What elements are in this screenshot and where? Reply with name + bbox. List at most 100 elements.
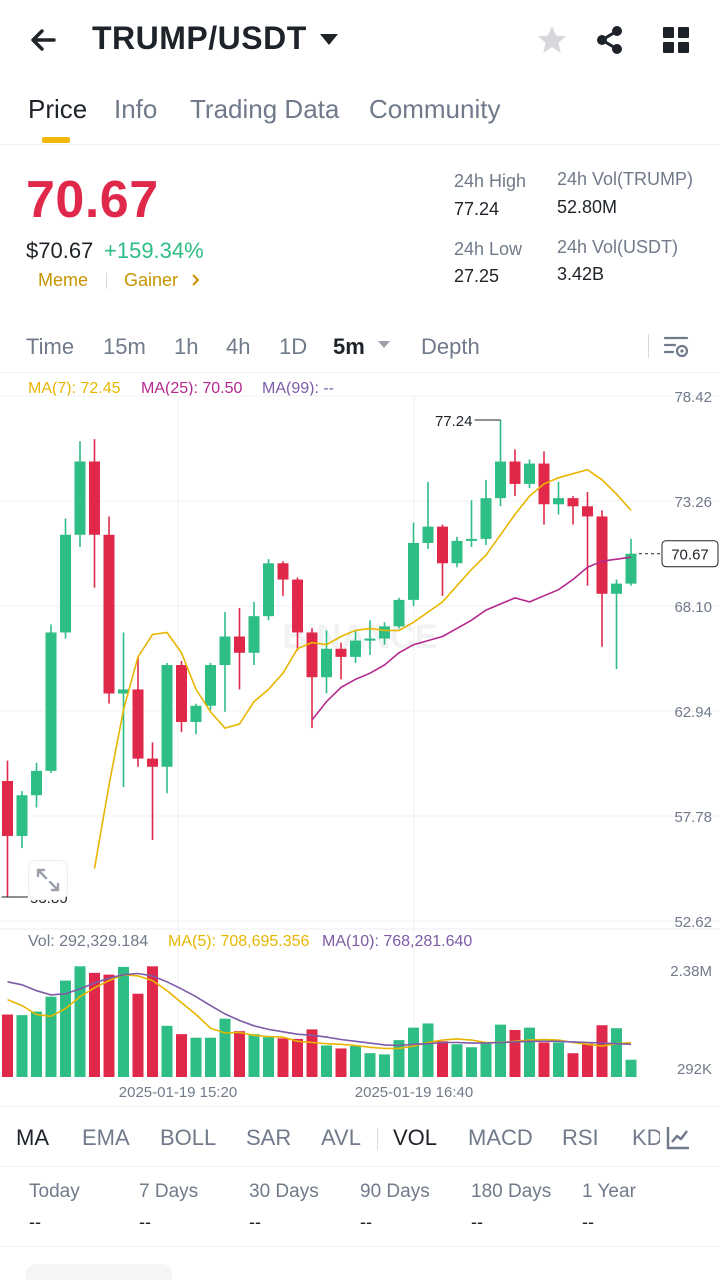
volume-bar [553, 1042, 564, 1077]
fullscreen-button[interactable] [28, 860, 68, 900]
candle-body [263, 563, 274, 617]
tab-info[interactable]: Info [114, 94, 158, 124]
indicator-vol[interactable]: VOL [393, 1125, 438, 1150]
indicator-ema[interactable]: EMA [82, 1125, 130, 1150]
volume-bar [132, 993, 144, 1077]
volume-bar [538, 1042, 550, 1077]
share-button[interactable] [592, 22, 628, 58]
period-30d-label: 30 Days [249, 1181, 319, 1202]
volume-bar [596, 1025, 608, 1077]
tag-gainer[interactable]: Gainer [124, 270, 203, 291]
volume-legend: Vol: 292,329.184 [28, 933, 149, 950]
volume-bar [219, 1018, 231, 1077]
divider [0, 1166, 720, 1167]
indicator-rsi[interactable]: RSI [562, 1125, 599, 1150]
ma99-legend: MA(99): -- [262, 380, 334, 397]
candle-body [306, 632, 318, 678]
vol-quote-value: 3.42B [557, 264, 605, 284]
period-today-value: -- [29, 1212, 41, 1232]
candlestick-chart[interactable]: BINANCE78.4273.2668.1062.9457.7852.6270.… [0, 372, 720, 1102]
interval-1d[interactable]: 1D [279, 334, 308, 359]
volume-bar [509, 1029, 521, 1077]
candle-body [89, 461, 100, 535]
candle-body [393, 599, 405, 627]
tag-meme[interactable]: Meme [38, 270, 89, 290]
chart-settings-button[interactable] [662, 334, 692, 360]
star-icon [538, 26, 566, 53]
candle-body [495, 461, 506, 499]
volume-bar [480, 1043, 492, 1077]
candle-body [60, 534, 71, 633]
volume-bar [379, 1054, 390, 1077]
candle-body [74, 461, 86, 535]
volume-bar [118, 966, 129, 1077]
interval-1h[interactable]: 1h [174, 334, 199, 359]
interval-4h[interactable]: 4h [226, 334, 251, 359]
favorite-button[interactable] [534, 22, 570, 58]
candle-body [350, 640, 361, 657]
candle-body [219, 636, 231, 666]
pair-dropdown-button[interactable] [318, 30, 340, 50]
candle-body [118, 689, 129, 694]
interval-depth[interactable]: Depth [421, 334, 480, 359]
volume-bar [495, 1024, 506, 1077]
ma25-legend: MA(25): 70.50 [141, 380, 243, 397]
indicator-separator [377, 1128, 378, 1150]
last-price: 70.67 [26, 171, 159, 229]
volume-bar [306, 1029, 318, 1077]
tab-price[interactable]: Price [28, 94, 88, 124]
volume-bar [350, 1046, 361, 1077]
volume-bar [103, 974, 115, 1077]
volume-bar [60, 980, 71, 1077]
indicator-kd[interactable]: KD [632, 1125, 660, 1150]
tab-community[interactable]: Community [369, 94, 501, 124]
apps-grid-button[interactable] [658, 22, 694, 58]
x-axis-label: 2025-01-19 15:20 [119, 1084, 237, 1101]
interval-5m[interactable]: 5m [333, 334, 391, 360]
vol-ma5-legend: MA(5): 708,695.356 [168, 933, 310, 950]
volume-bar [277, 1038, 289, 1077]
indicator-ma[interactable]: MA [16, 1125, 49, 1150]
indicator-avl[interactable]: AVL [321, 1125, 361, 1150]
candle-body [582, 506, 593, 517]
bottom-placeholder [26, 1264, 172, 1280]
candle-body [364, 638, 376, 641]
back-button[interactable] [24, 20, 68, 64]
low-24h-value: 27.25 [454, 266, 500, 286]
vol-ma10-line [7, 972, 632, 1047]
caret-down-icon [320, 34, 338, 45]
period-90d-label: 90 Days [360, 1181, 430, 1202]
indicator-macd[interactable]: MACD [468, 1125, 533, 1150]
indicator-boll[interactable]: BOLL [160, 1125, 217, 1150]
divider [0, 1106, 720, 1107]
candle-body [625, 553, 637, 584]
chart-settings-icon [663, 336, 689, 358]
volume-bar [466, 1047, 477, 1077]
ma7-line [93, 468, 632, 869]
expand-icon [36, 868, 60, 892]
high-24h-label: 24h High [454, 171, 527, 191]
ma7-legend: MA(7): 72.45 [28, 380, 121, 397]
candle-body [524, 463, 535, 484]
volume-bar [205, 1037, 216, 1077]
candle-body [277, 563, 289, 580]
tab-trading-data[interactable]: Trading Data [190, 94, 340, 124]
volume-axis-label: 292K [677, 1061, 712, 1078]
high-marker-label: 77.24 [435, 413, 473, 430]
y-axis-label: 73.26 [674, 494, 712, 511]
y-axis-label: 68.10 [674, 599, 712, 616]
indicator-sar[interactable]: SAR [246, 1125, 292, 1150]
interval-time[interactable]: Time [26, 334, 75, 359]
interval-15m[interactable]: 15m [103, 334, 146, 359]
indicator-settings-button[interactable] [664, 1124, 692, 1152]
candle-body [437, 526, 448, 564]
share-icon [597, 26, 622, 54]
candle-body [321, 648, 332, 678]
chevron-right-icon [192, 274, 200, 286]
volume-bar [524, 1027, 535, 1077]
x-axis-label: 2025-01-19 16:40 [355, 1084, 473, 1101]
vol-ma5-line [7, 973, 632, 1050]
pair-title[interactable]: TRUMP/USDT [92, 20, 307, 56]
current-price-box [661, 540, 719, 568]
candle-body [335, 648, 347, 657]
